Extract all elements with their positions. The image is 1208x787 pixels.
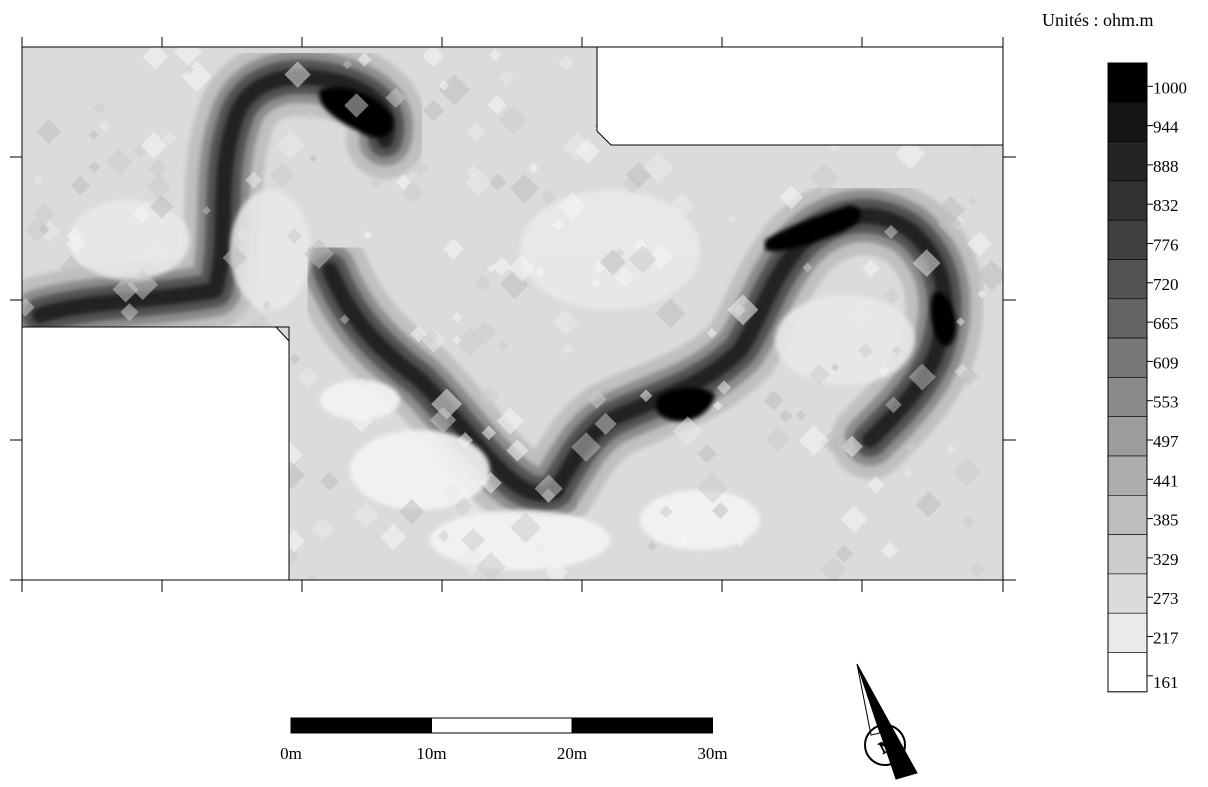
legend-swatch — [1108, 377, 1147, 416]
legend-swatch — [1108, 142, 1147, 181]
legend-level-label: 609 — [1153, 353, 1179, 372]
excluded-area-top-right — [597, 47, 1003, 145]
legend-swatch — [1108, 220, 1147, 259]
legend-level-label: 665 — [1153, 314, 1179, 333]
legend-level-label: 720 — [1153, 275, 1179, 294]
texture-patch — [171, 361, 182, 372]
texture-patch — [101, 429, 127, 455]
legend-level-label: 329 — [1153, 550, 1179, 569]
texture-patch — [974, 48, 984, 58]
texture-patch — [202, 552, 216, 566]
texture-patch — [180, 459, 202, 481]
scale-bar-segment — [572, 718, 713, 733]
legend-swatch — [1108, 260, 1147, 299]
texture-patch — [787, 53, 806, 72]
texture-patch — [656, 80, 676, 100]
texture-patch — [51, 450, 83, 482]
texture-patch — [849, 62, 858, 71]
texture-patch — [17, 342, 43, 368]
legend-level-label: 385 — [1153, 511, 1179, 530]
scale-bar-segment — [291, 718, 432, 733]
scale-bar-label: 10m — [416, 744, 446, 763]
texture-patch — [182, 561, 201, 580]
texture-patch — [145, 421, 167, 443]
texture-patch — [659, 50, 667, 58]
texture-patch — [281, 551, 289, 559]
texture-patch — [260, 443, 271, 454]
legend-swatch — [1108, 417, 1147, 456]
texture-patch — [625, 87, 643, 105]
legend-level-label: 553 — [1153, 393, 1179, 412]
texture-patch — [248, 325, 272, 349]
legend-level-label: 888 — [1153, 157, 1179, 176]
texture-patch — [253, 544, 267, 558]
low-resistivity-zone — [775, 295, 915, 385]
north-arrow-icon: N — [857, 664, 917, 779]
legend-swatch — [1108, 653, 1147, 692]
legend-swatch — [1108, 613, 1147, 652]
texture-patch — [210, 534, 232, 556]
scale-bar-label: 30m — [697, 744, 727, 763]
legend-level-label: 161 — [1153, 673, 1179, 692]
legend-swatch — [1108, 535, 1147, 574]
legend-swatch — [1108, 299, 1147, 338]
texture-patch — [724, 94, 751, 121]
legend-level-label: 776 — [1153, 236, 1179, 255]
texture-patch — [959, 80, 987, 108]
texture-patch — [95, 510, 105, 520]
legend-swatch — [1108, 456, 1147, 495]
texture-patch — [179, 444, 205, 470]
legend-level-label: 273 — [1153, 589, 1179, 608]
texture-patch — [627, 112, 657, 142]
texture-patch — [235, 337, 258, 360]
scale-bar: 0m 10m 20m 30m — [280, 718, 727, 763]
texture-patch — [943, 43, 959, 59]
scale-bar-label: 20m — [557, 744, 587, 763]
texture-patch — [248, 507, 267, 526]
color-legend: 1000 944 888 832 776 720 665 609 553 497 441 385 329… — [1108, 63, 1187, 692]
texture-patch — [879, 113, 890, 124]
texture-patch — [624, 97, 634, 107]
low-resistivity-zone — [230, 190, 310, 310]
legend-level-label: 497 — [1153, 432, 1179, 451]
legend-swatch — [1108, 63, 1147, 102]
texture-patch — [41, 335, 66, 360]
scale-bar-label: 0m — [280, 744, 302, 763]
texture-patch — [198, 390, 212, 404]
legend-level-label: 441 — [1153, 471, 1179, 490]
legend-swatch — [1108, 102, 1147, 141]
texture-patch — [734, 129, 745, 140]
texture-patch — [954, 96, 974, 116]
texture-patch — [158, 346, 179, 367]
texture-patch — [17, 555, 40, 578]
texture-patch — [877, 63, 901, 87]
legend-swatch — [1108, 181, 1147, 220]
texture-patch — [664, 42, 684, 62]
texture-patch — [655, 119, 679, 143]
legend-swatch — [1108, 338, 1147, 377]
north-arrow-needle — [857, 664, 917, 779]
resistivity-contour-map — [16, 37, 1008, 584]
legend-level-label: 832 — [1153, 196, 1179, 215]
texture-patch — [790, 116, 802, 128]
legend-swatch — [1108, 574, 1147, 613]
legend-level-label: 217 — [1153, 629, 1179, 648]
texture-patch — [132, 454, 162, 484]
texture-patch — [238, 541, 255, 558]
texture-patch — [128, 483, 155, 510]
texture-patch — [706, 52, 717, 63]
texture-patch — [197, 492, 218, 513]
texture-patch — [625, 121, 634, 130]
texture-patch — [135, 420, 163, 448]
legend-level-label: 1000 — [1153, 78, 1187, 97]
legend-swatch — [1108, 495, 1147, 534]
excluded-area-bottom-left — [22, 327, 289, 580]
texture-patch — [669, 123, 690, 144]
scale-bar-segment — [432, 718, 573, 733]
legend-level-label: 944 — [1153, 118, 1179, 137]
